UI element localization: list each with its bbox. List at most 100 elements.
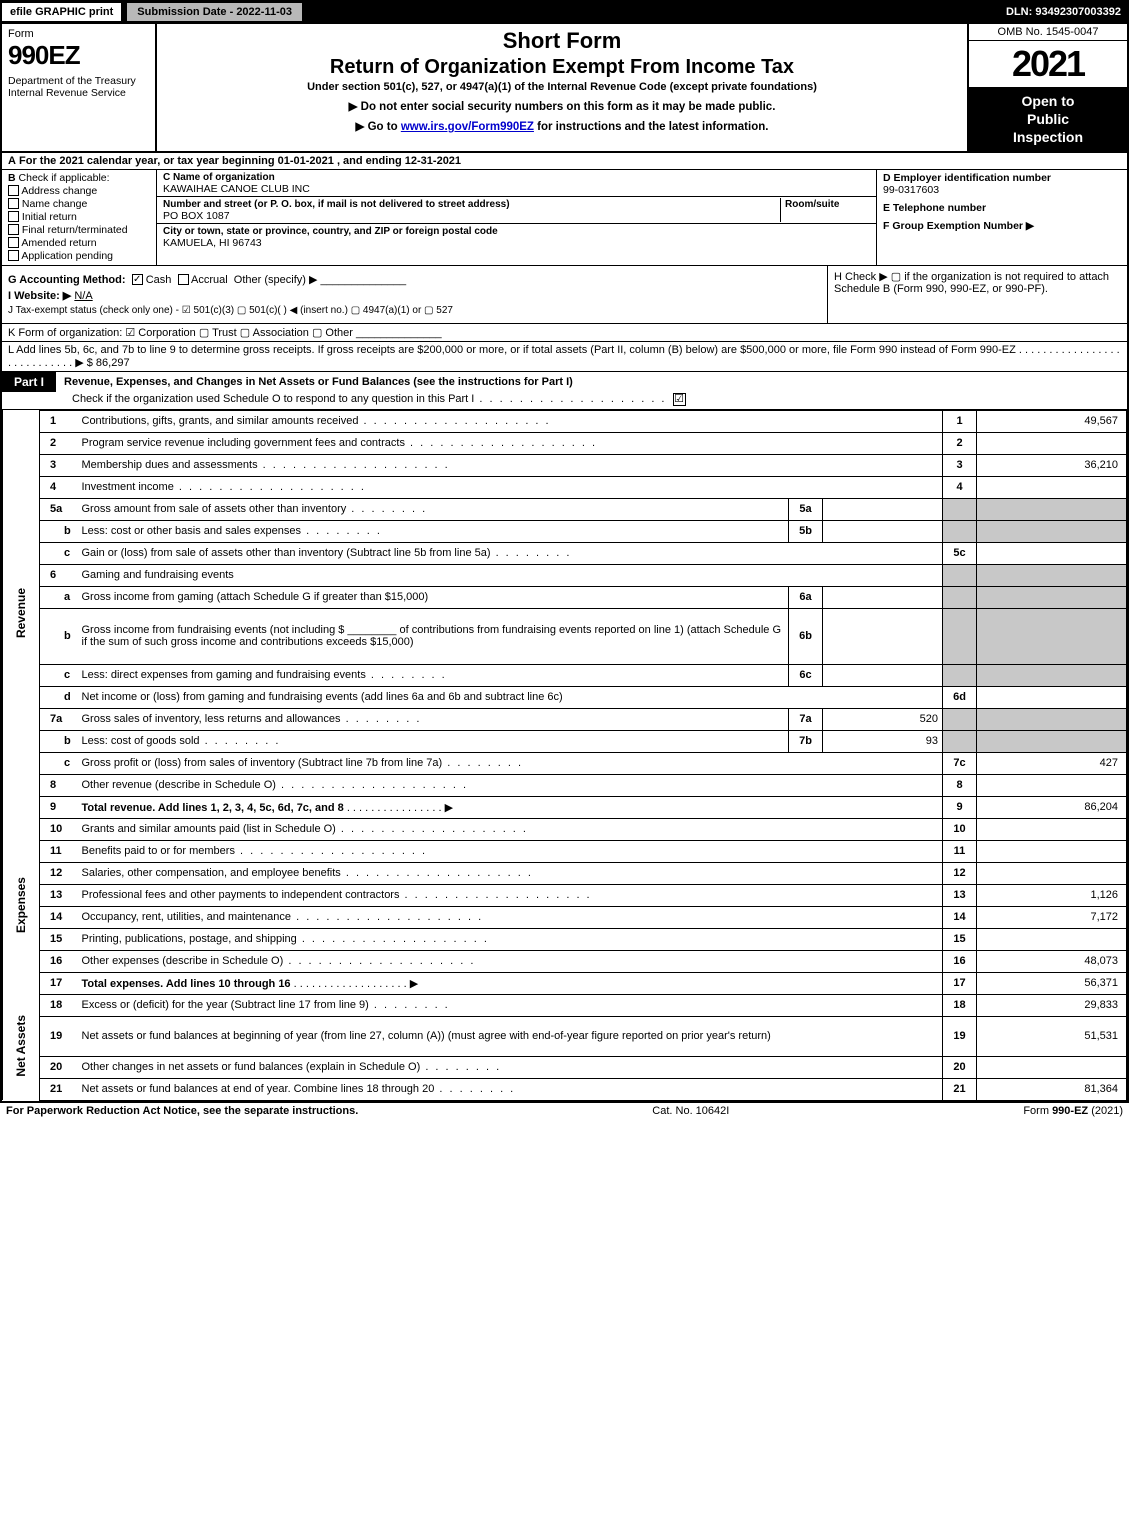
d-row: D Employer identification number 99-0317… [883,172,1121,196]
l21-desc: Net assets or fund balances at end of ye… [78,1078,943,1100]
goto-note: ▶ Go to www.irs.gov/Form990EZ for instru… [165,119,959,133]
line-9: 9 Total revenue. Add lines 1, 2, 3, 4, 5… [3,796,1127,818]
l8-rnum: 8 [943,774,977,796]
chk-name-change[interactable]: Name change [8,198,150,210]
part1-subtitle: Check if the organization used Schedule … [72,393,667,405]
l6c-rnum [943,664,977,686]
dln-label: DLN: 93492307003392 [998,3,1129,21]
l1-desc: Contributions, gifts, grants, and simila… [78,410,943,432]
chk-initial-return-label: Initial return [22,211,77,223]
l16-rnum: 16 [943,950,977,972]
l7c-num: c [40,752,78,774]
l5a-desc: Gross amount from sale of assets other t… [78,498,789,520]
chk-address-change[interactable]: Address change [8,185,150,197]
netassets-side: Net Assets [3,994,40,1100]
l10-num: 10 [40,818,78,840]
l6d-value [977,686,1127,708]
section-j: J Tax-exempt status (check only one) - ☑… [8,305,821,316]
line-12: 12 Salaries, other compensation, and emp… [3,862,1127,884]
l13-value: 1,126 [977,884,1127,906]
top-bar: efile GRAPHIC print Submission Date - 20… [0,0,1129,24]
section-i: I Website: ▶ N/A [8,289,821,302]
l6c-inlab: 6c [789,664,823,686]
line-20: 20 Other changes in net assets or fund b… [3,1056,1127,1078]
street-value: PO BOX 1087 [163,210,230,222]
l17-desc: Total expenses. Add lines 10 through 16 [82,978,291,990]
l14-value: 7,172 [977,906,1127,928]
line-18: Net Assets 18 Excess or (deficit) for th… [3,994,1127,1016]
efile-print-label[interactable]: efile GRAPHIC print [0,1,123,23]
l20-desc: Other changes in net assets or fund bala… [78,1056,943,1078]
goto-suffix: for instructions and the latest informat… [534,121,769,133]
l13-num: 13 [40,884,78,906]
form-header: Form 990EZ Department of the Treasury In… [2,24,1127,153]
l6a-inlab: 6a [789,586,823,608]
line-16: 16 Other expenses (describe in Schedule … [3,950,1127,972]
l6c-inval [823,664,943,686]
l10-desc: Grants and similar amounts paid (list in… [78,818,943,840]
form-number: 990EZ [8,40,149,71]
part1-subtitle-row: Check if the organization used Schedule … [2,392,1127,409]
line-7b: b Less: cost of goods sold 7b 93 [3,730,1127,752]
form-word: Form [8,28,149,40]
l3-desc: Membership dues and assessments [78,454,943,476]
line-11: 11 Benefits paid to or for members 11 [3,840,1127,862]
g-cash-check[interactable]: ✓ [132,274,143,285]
part1-header: Part I Revenue, Expenses, and Changes in… [2,372,1127,410]
l6a-desc: Gross income from gaming (attach Schedul… [78,586,789,608]
line-14: 14 Occupancy, rent, utilities, and maint… [3,906,1127,928]
f-row: F Group Exemption Number ▶ [883,220,1121,232]
line-7a: 7a Gross sales of inventory, less return… [3,708,1127,730]
l11-desc: Benefits paid to or for members [78,840,943,862]
line-7c: c Gross profit or (loss) from sales of i… [3,752,1127,774]
section-h: H Check ▶ ▢ if the organization is not r… [827,266,1127,323]
b-label: B [8,172,16,184]
l15-num: 15 [40,928,78,950]
l18-rnum: 18 [943,994,977,1016]
l6b-rnum [943,608,977,664]
street-label: Number and street (or P. O. box, if mail… [163,199,510,210]
footer-right-prefix: Form [1023,1105,1052,1117]
chk-application-pending[interactable]: Application pending [8,250,150,262]
part1-schedule-o-check[interactable]: ☑ [673,393,686,406]
g-cash: Cash [146,274,172,286]
ghij-row: G Accounting Method: ✓ Cash Accrual Othe… [2,266,1127,324]
line-6: 6 Gaming and fundraising events [3,564,1127,586]
ghij-left: G Accounting Method: ✓ Cash Accrual Othe… [2,266,827,323]
l18-desc: Excess or (deficit) for the year (Subtra… [78,994,943,1016]
part1-tab: Part I [2,372,56,392]
l8-num: 8 [40,774,78,796]
footer-left: For Paperwork Reduction Act Notice, see … [6,1105,358,1117]
chk-name-change-label: Name change [22,198,87,210]
l7a-desc: Gross sales of inventory, less returns a… [78,708,789,730]
l5a-rnum [943,498,977,520]
l-text: L Add lines 5b, 6c, and 7b to line 9 to … [8,344,1120,369]
l13-rnum: 13 [943,884,977,906]
l18-value: 29,833 [977,994,1127,1016]
g-accrual: Accrual [191,274,228,286]
inspect-line2: Public [1027,111,1069,127]
l7b-desc: Less: cost of goods sold [78,730,789,752]
l5a-num: 5a [40,498,78,520]
footer-catno: Cat. No. 10642I [358,1105,1023,1117]
l16-value: 48,073 [977,950,1127,972]
l6-rnum [943,564,977,586]
chk-amended-return[interactable]: Amended return [8,237,150,249]
irs-link[interactable]: www.irs.gov/Form990EZ [401,121,534,133]
line-6b: b Gross income from fundraising events (… [3,608,1127,664]
g-accrual-check[interactable] [178,274,189,285]
line-2: 2 Program service revenue including gove… [3,432,1127,454]
l12-num: 12 [40,862,78,884]
chk-final-return[interactable]: Final return/terminated [8,224,150,236]
ein-value: 99-0317603 [883,184,939,196]
line-19: 19 Net assets or fund balances at beginn… [3,1016,1127,1056]
chk-initial-return[interactable]: Initial return [8,211,150,223]
l4-num: 4 [40,476,78,498]
i-label: I Website: ▶ [8,290,71,302]
l2-rnum: 2 [943,432,977,454]
l20-rnum: 20 [943,1056,977,1078]
l8-value [977,774,1127,796]
l6d-desc: Net income or (loss) from gaming and fun… [78,686,943,708]
l7a-rnum [943,708,977,730]
line-4: 4 Investment income 4 [3,476,1127,498]
